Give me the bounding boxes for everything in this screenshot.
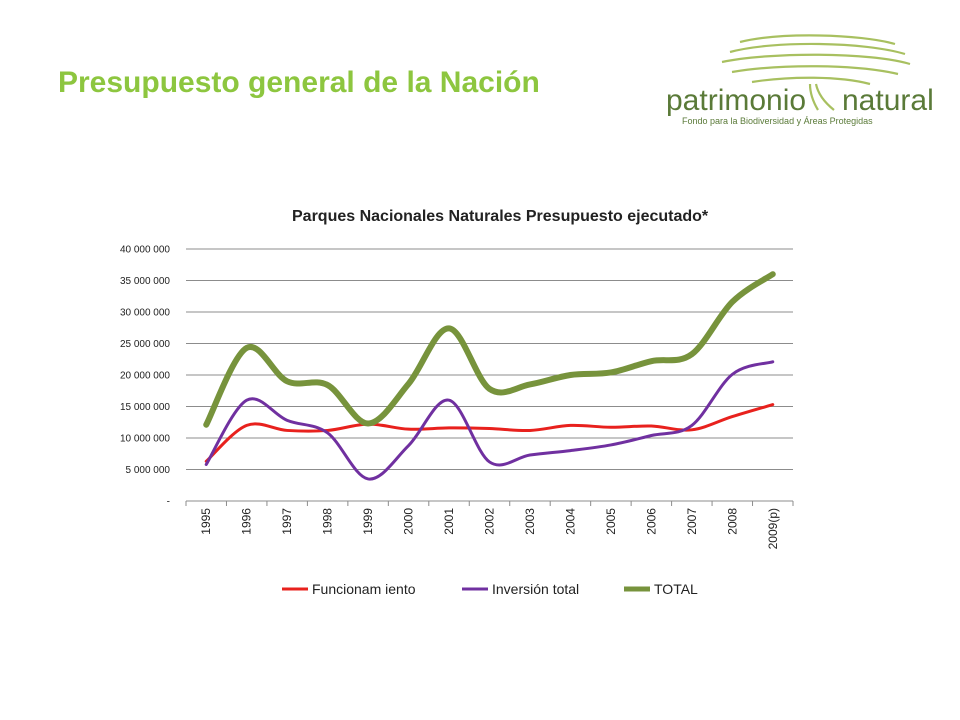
x-tick-label: 2007 — [685, 508, 699, 535]
y-tick-label: 25 000 000 — [120, 339, 170, 350]
chart-gridlines — [186, 248, 793, 470]
y-tick-label: 20 000 000 — [120, 371, 170, 382]
x-axis-ticks: 1995 1996 1997 1998 1999 2000 2001 2002 2003 2004… — [199, 508, 780, 550]
x-tick-label: 1999 — [361, 508, 375, 535]
y-tick-label: 40 000 000 — [120, 245, 170, 256]
x-tick-label: 1996 — [240, 508, 254, 535]
y-tick-label: - — [167, 497, 170, 508]
legend-label: Funcionam iento — [312, 581, 416, 597]
x-tick-label: 2009(p) — [766, 508, 780, 549]
chart-series — [203, 271, 776, 481]
x-tick-label: 1995 — [199, 508, 213, 535]
series-line-total — [203, 271, 776, 428]
y-tick-label: 10 000 000 — [120, 434, 170, 445]
x-tick-label: 2008 — [725, 508, 739, 535]
x-tick-label: 2000 — [402, 508, 416, 535]
y-tick-label: 30 000 000 — [120, 308, 170, 319]
chart-title: Parques Nacionales Naturales Presupuesto… — [292, 208, 709, 225]
logo-tagline: Fondo para la Biodiversidad y Áreas Prot… — [682, 116, 873, 126]
x-tick-label: 2003 — [523, 508, 537, 535]
legend-label: Inversión total — [492, 581, 579, 597]
y-tick-label: 5 000 000 — [126, 465, 171, 476]
legend-label: TOTAL — [654, 581, 698, 597]
y-tick-label: 35 000 000 — [120, 276, 170, 287]
x-tick-label: 2004 — [563, 508, 577, 535]
x-tick-label: 2002 — [483, 508, 497, 535]
logo-word-natural: natural — [842, 84, 934, 117]
series-line-funcionam-iento — [204, 403, 775, 463]
x-tick-label: 1997 — [280, 508, 294, 535]
logo-word-patrimonio: patrimonio — [666, 84, 806, 117]
slide-title: Presupuesto general de la Nación — [58, 66, 540, 99]
x-tick-label: 2005 — [604, 508, 618, 535]
y-tick-label: 15 000 000 — [120, 402, 170, 413]
x-axis — [185, 500, 794, 506]
x-tick-label: 2006 — [644, 508, 658, 535]
y-axis-ticks: - 5 000 000 10 000 000 15 000 000 20 000 000… — [120, 245, 170, 508]
x-tick-label: 2001 — [442, 508, 456, 535]
series-line-inversion-total — [204, 360, 775, 481]
x-tick-label: 1998 — [321, 508, 335, 535]
tree-icon — [721, 34, 911, 111]
patrimonio-natural-logo: patrimonio natural Fondo para la Biodive… — [666, 34, 934, 126]
chart-legend: Funcionam iento Inversión total TOTAL — [282, 581, 698, 597]
